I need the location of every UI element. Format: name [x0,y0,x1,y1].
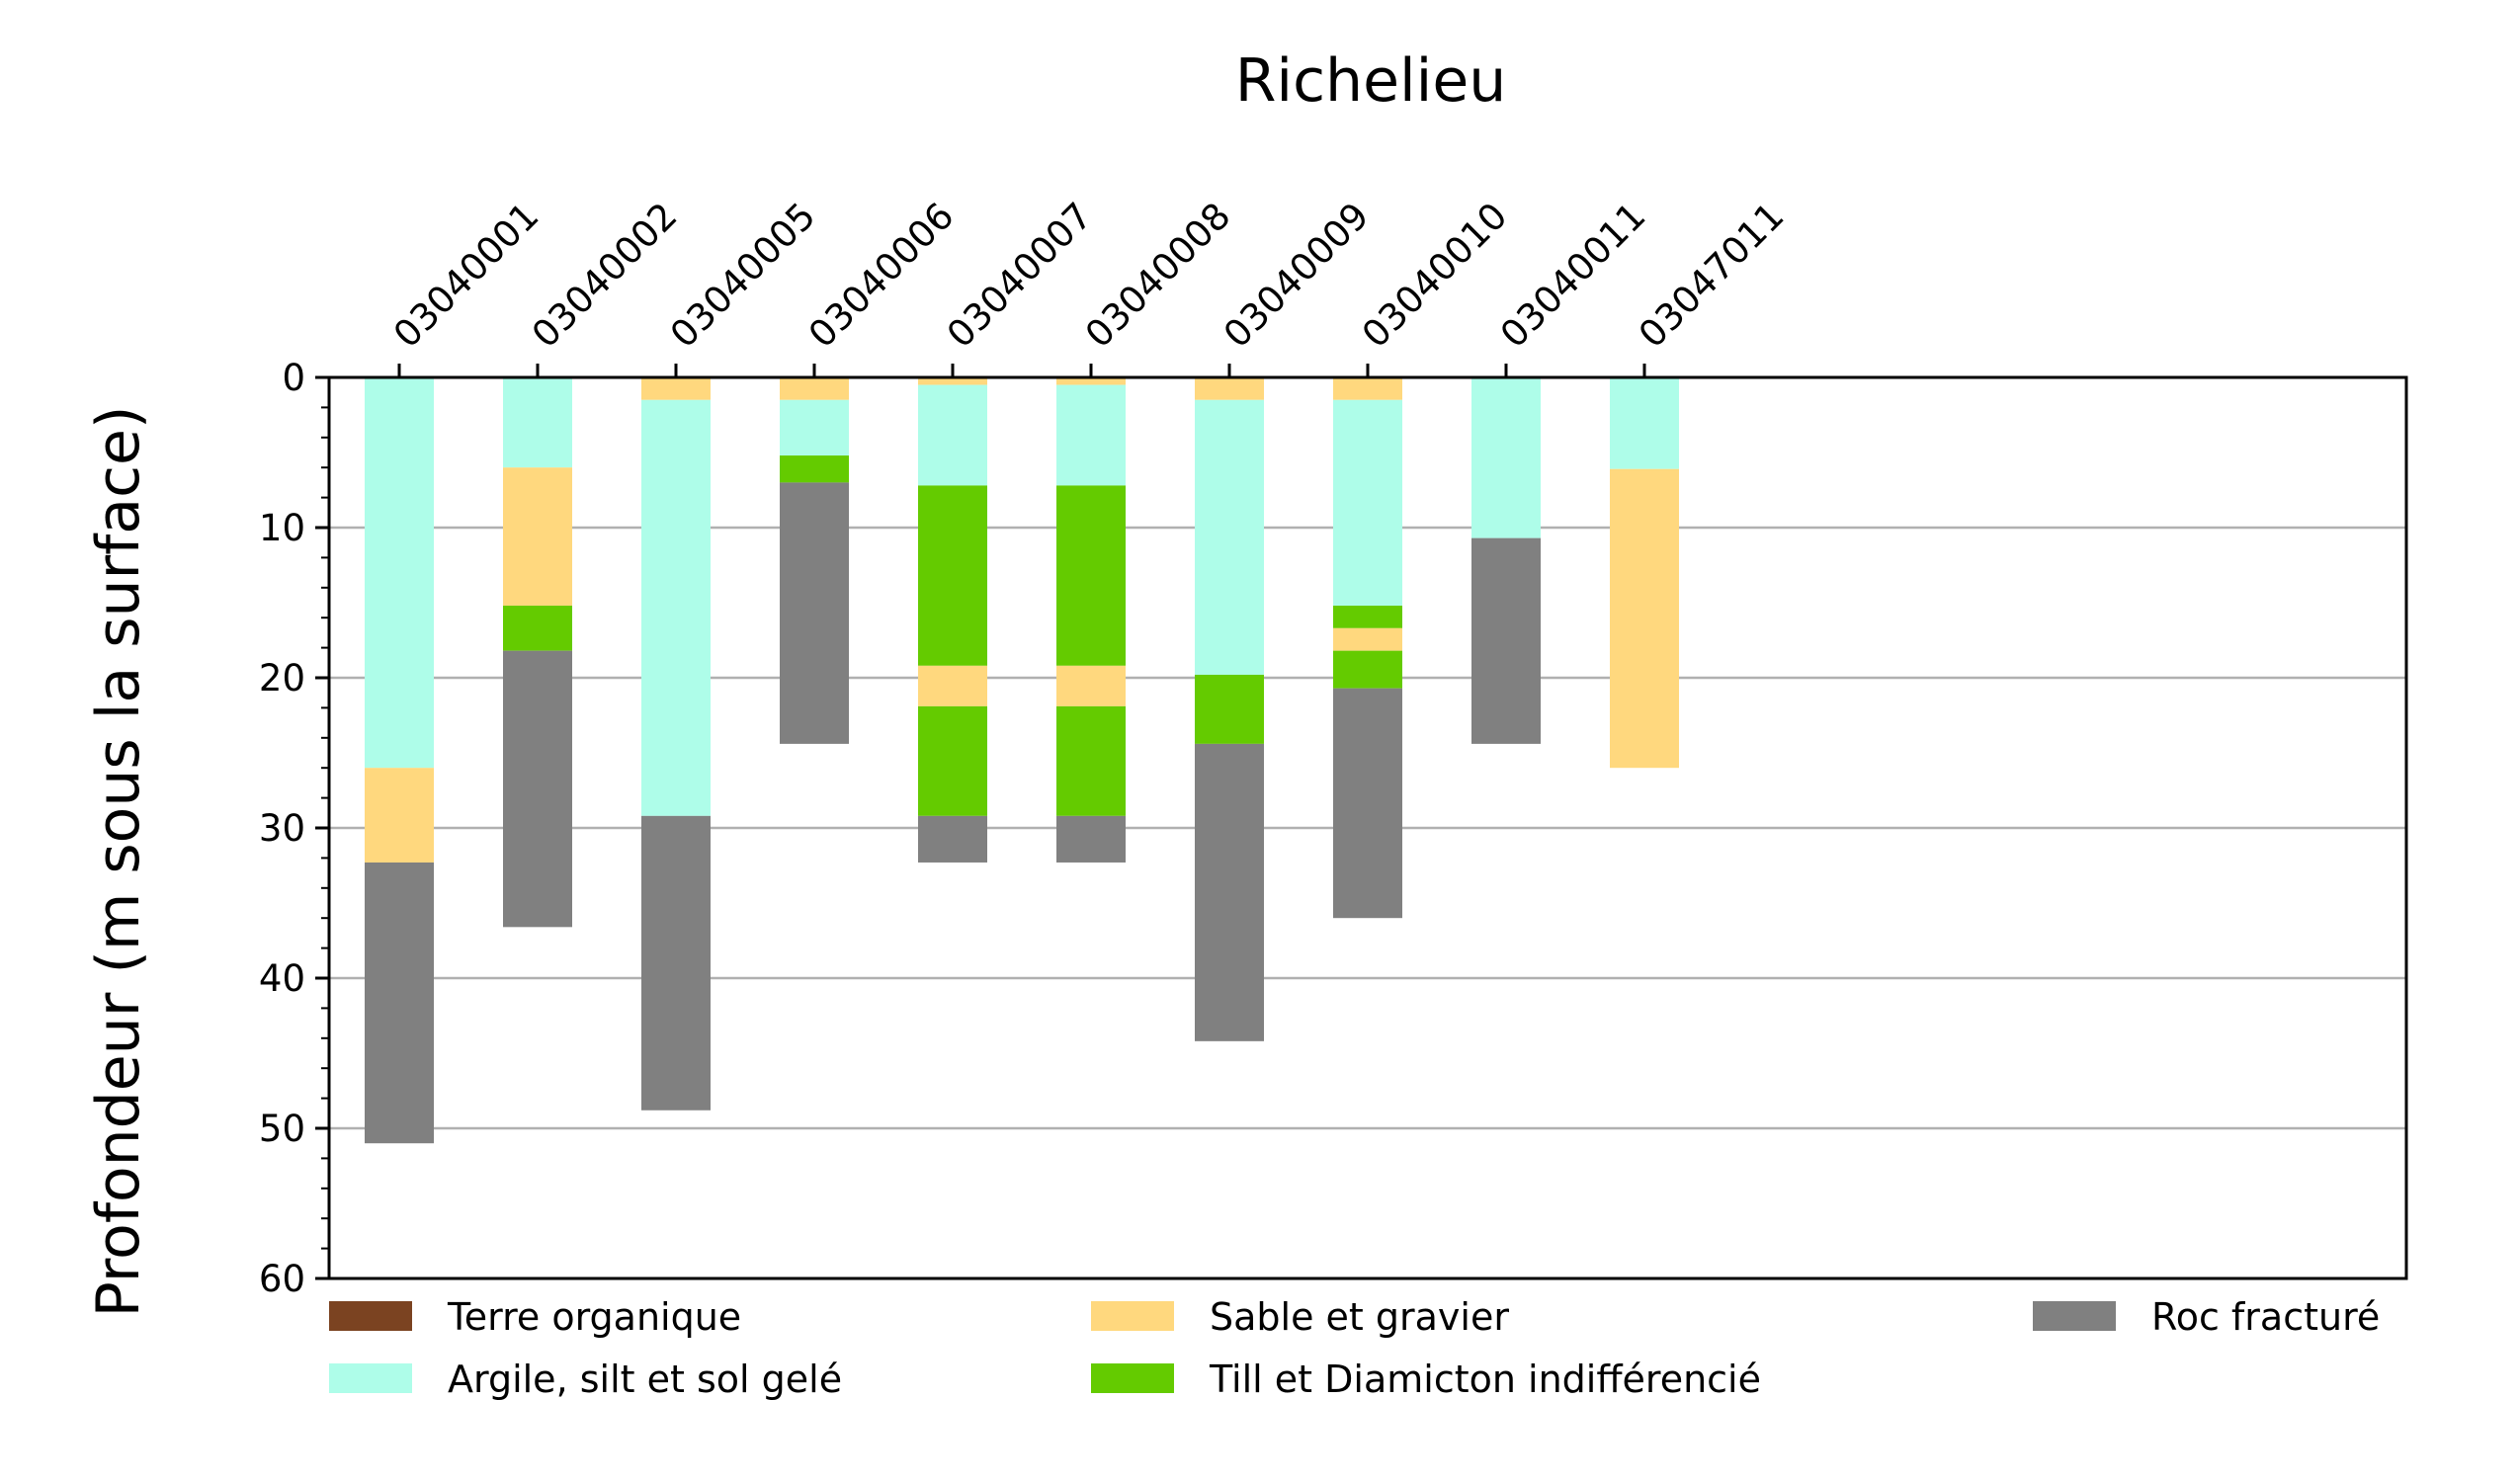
bar-segment-roc [1056,815,1126,863]
y-tick-label: 50 [259,1108,305,1150]
bar-segment-roc [365,862,434,1144]
bar-segment-argile [503,377,572,468]
x-tick-label: 03040008 [1077,195,1239,357]
bar-segment-sable [918,377,987,385]
legend-swatch-sable [1091,1301,1174,1331]
bar-segment-till [503,606,572,651]
bar-segment-till [780,455,849,483]
y-tick-label: 0 [282,357,305,399]
bar-segment-sable [918,665,987,706]
bar-segment-till [1333,650,1402,689]
x-tick-label: 03047011 [1631,195,1793,357]
x-tick-label: 03040007 [939,195,1101,357]
bar-segment-till [1056,705,1126,816]
bar-segment-roc [1195,743,1264,1041]
legend-swatch-terre [329,1301,412,1331]
bar-segment-argile [1333,399,1402,607]
x-tick-label: 03040011 [1492,195,1654,357]
y-tick-label: 20 [259,657,305,700]
legend-swatch-till [1091,1363,1174,1393]
bar-segment-argile [1195,399,1264,675]
x-tick-label: 03040005 [662,195,824,357]
bar-segment-till [918,705,987,816]
bar-segment-argile [918,384,987,486]
bar-segment-sable [365,768,434,863]
bar-segment-roc [918,815,987,863]
bar-segment-sable [1333,627,1402,651]
bar-segment-sable [1333,377,1402,400]
legend-label-roc: Roc fracturé [2151,1295,2380,1339]
x-tick-label: 03040001 [385,195,547,357]
bar-segment-roc [1471,537,1541,744]
legend-swatch-argile [329,1363,412,1393]
bar-segment-sable [1056,377,1126,385]
legend-label-terre: Terre organique [447,1295,741,1339]
bar-segment-till [1195,674,1264,744]
y-tick-label: 40 [259,957,305,1000]
bar-segment-sable [1195,377,1264,400]
bar-segment-sable [1056,665,1126,706]
bar-segment-sable [503,467,572,607]
y-tick-label: 60 [259,1258,305,1300]
x-tick-label: 03040009 [1216,195,1378,357]
bar-segment-till [1056,485,1126,666]
legend-label-argile: Argile, silt et sol gelé [448,1358,842,1401]
bar-segment-roc [1333,688,1402,919]
bar-segment-roc [780,482,849,744]
bar-segment-sable [641,377,711,400]
y-tick-label: 10 [259,507,305,549]
bar-layers [365,377,1679,1144]
legend-label-till: Till et Diamicton indifférencié [1209,1358,1761,1401]
y-axis-label: Profondeur (m sous la surface) [84,406,153,1318]
legend-swatch-roc [2033,1301,2116,1331]
x-tick-label: 03040006 [800,195,963,357]
bar-segment-roc [503,650,572,928]
bar-segment-argile [780,399,849,456]
bar-segment-argile [365,377,434,769]
bar-segment-argile [641,399,711,816]
y-axis: 0 10 20 30 40 50 60 [259,357,329,1300]
bar-segment-till [918,485,987,666]
bar-segment-sable [1610,468,1679,769]
x-tick-label: 03040010 [1354,195,1516,357]
bar-segment-argile [1610,377,1679,469]
x-axis: 0304000103040002030400050304000603040007… [385,195,1793,377]
y-tick-label: 30 [259,807,305,850]
x-tick-label: 03040002 [524,195,686,357]
bar-segment-argile [1056,384,1126,486]
bar-segment-roc [641,815,711,1111]
bar-segment-argile [1471,377,1541,538]
chart-title: Richelieu [1235,46,1507,116]
legend: Terre organique Sable et gravier Roc fract… [329,1295,2380,1401]
bar-segment-sable [780,377,849,400]
bar-segment-till [1333,606,1402,628]
legend-label-sable: Sable et gravier [1210,1295,1509,1339]
